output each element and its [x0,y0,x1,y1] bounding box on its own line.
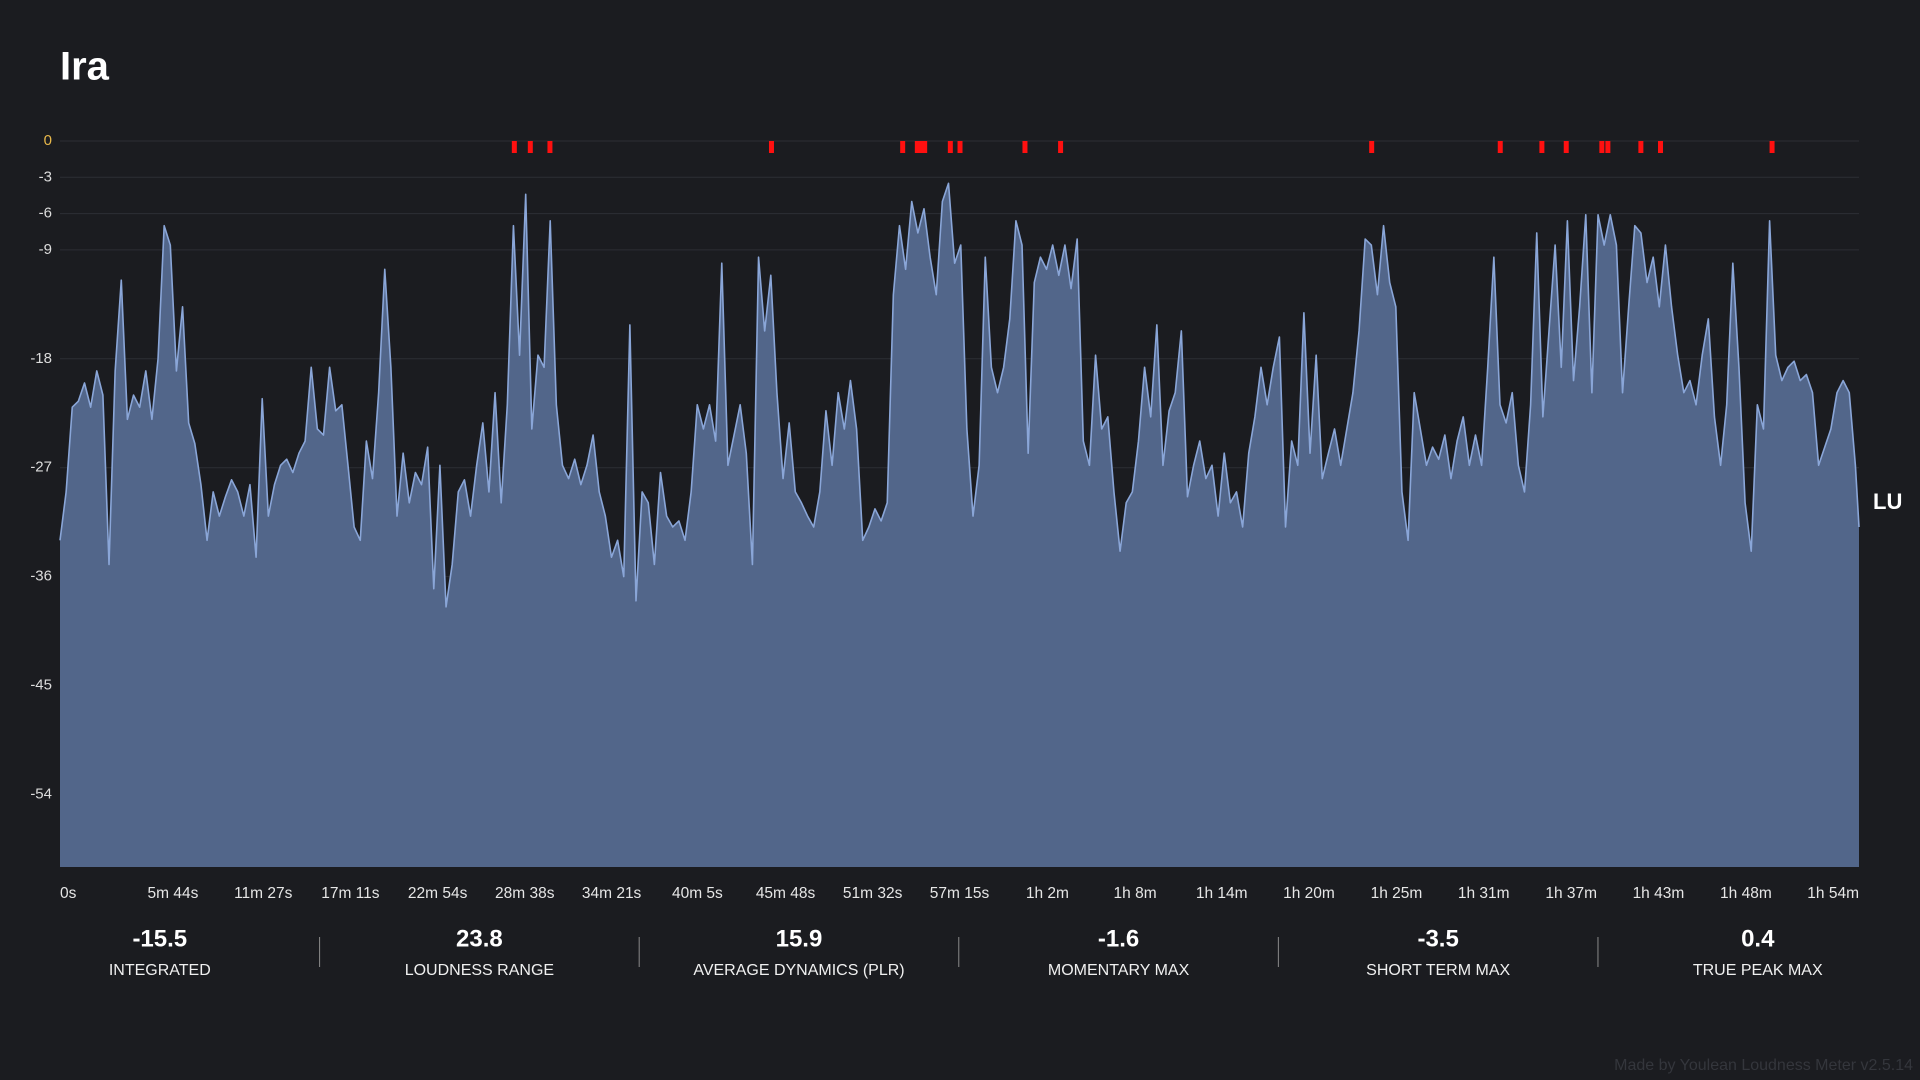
peak-marker [1769,141,1775,153]
stat-label: LOUDNESS RANGE [405,962,554,979]
x-tick-label: 5m 44s [148,885,199,902]
peak-marker [1539,141,1545,153]
peak-marker [947,141,953,153]
y-tick-label: -6 [39,205,52,222]
x-tick-label: 11m 27s [234,885,293,902]
stat-label: MOMENTARY MAX [1048,962,1190,979]
stat-value: 15.9 [776,925,823,952]
y-tick-label: -3 [39,168,52,185]
peak-marker [1022,141,1028,153]
footer: Made by Youlean Loudness Meter v2.5.14 [1614,1057,1913,1074]
y-tick-label: -54 [30,785,52,802]
x-tick-label: 0s [60,885,77,902]
peak-marker [914,141,920,153]
x-tick-label: 51m 32s [843,885,903,902]
peak-marker [1658,141,1664,153]
x-tick-label: 17m 11s [321,885,380,902]
x-tick-label: 1h 31m [1458,885,1510,902]
stat-label: INTEGRATED [109,962,211,979]
x-tick-label: 1h 43m [1633,885,1685,902]
y-tick-label: 0 [44,132,52,149]
stat-value: 23.8 [456,925,503,952]
y-unit: LU [1873,489,1902,514]
stat-label: TRUE PEAK MAX [1693,962,1823,979]
peak-marker [918,141,924,153]
peak-marker [1605,141,1611,153]
x-tick-label: 1h 8m [1114,885,1157,902]
y-tick-label: -9 [39,241,52,258]
y-tick-label: -36 [30,568,52,585]
peak-marker [957,141,963,153]
peak-marker [527,141,533,153]
line [59,182,1860,608]
stat-value: -1.6 [1098,925,1139,952]
x-tick-label: 1h 48m [1720,885,1772,902]
peak-marker [511,141,517,153]
x-tick-label: 1h 54m [1807,885,1859,902]
y-tick-label: -45 [30,676,52,693]
x-tick-label: 1h 20m [1283,885,1335,902]
stat-value: -15.5 [132,925,187,952]
peak-marker [1058,141,1064,153]
x-tick-label: 1h 37m [1545,885,1597,902]
peak-marker [922,141,928,153]
x-tick-label: 22m 54s [408,885,468,902]
peak-marker [1563,141,1569,153]
peak-marker [1638,141,1644,153]
x-tick-label: 45m 48s [756,885,816,902]
chart-title: Ira [60,45,110,89]
stat-label: AVERAGE DYNAMICS (PLR) [693,962,904,979]
peak-marker [1369,141,1375,153]
peak-marker [768,141,774,153]
y-tick-label: -18 [30,350,52,367]
y-tick-label: -27 [30,459,52,476]
stat-label: SHORT TERM MAX [1366,962,1510,979]
peak-marker [547,141,553,153]
stat-value: -3.5 [1417,925,1458,952]
x-tick-label: 34m 21s [582,885,642,902]
x-tick-label: 57m 15s [930,885,990,902]
x-tick-label: 1h 14m [1196,885,1248,902]
x-tick-label: 28m 38s [495,885,555,902]
peak-marker [1599,141,1605,153]
stat-value: 0.4 [1741,925,1775,952]
x-tick-label: 1h 2m [1026,885,1069,902]
x-tick-label: 40m 5s [672,885,723,902]
peak-marker [900,141,906,153]
peak-marker [1497,141,1503,153]
x-tick-label: 1h 25m [1371,885,1423,902]
